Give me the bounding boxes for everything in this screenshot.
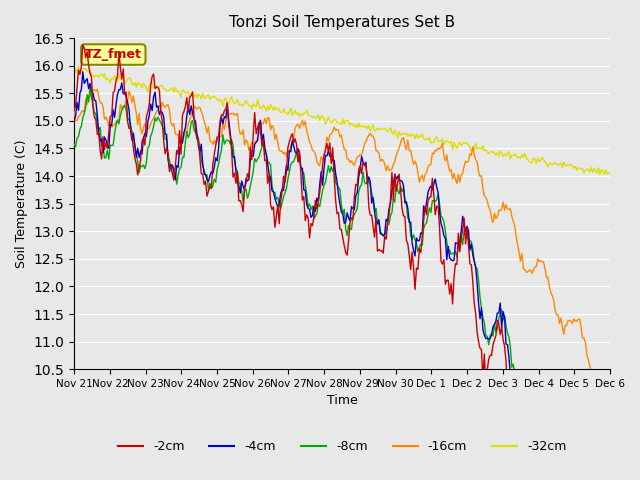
Title: Tonzi Soil Temperatures Set B: Tonzi Soil Temperatures Set B — [229, 15, 455, 30]
X-axis label: Time: Time — [326, 395, 358, 408]
Legend: -2cm, -4cm, -8cm, -16cm, -32cm: -2cm, -4cm, -8cm, -16cm, -32cm — [113, 435, 572, 458]
Text: TZ_fmet: TZ_fmet — [85, 48, 141, 61]
Y-axis label: Soil Temperature (C): Soil Temperature (C) — [15, 139, 28, 268]
